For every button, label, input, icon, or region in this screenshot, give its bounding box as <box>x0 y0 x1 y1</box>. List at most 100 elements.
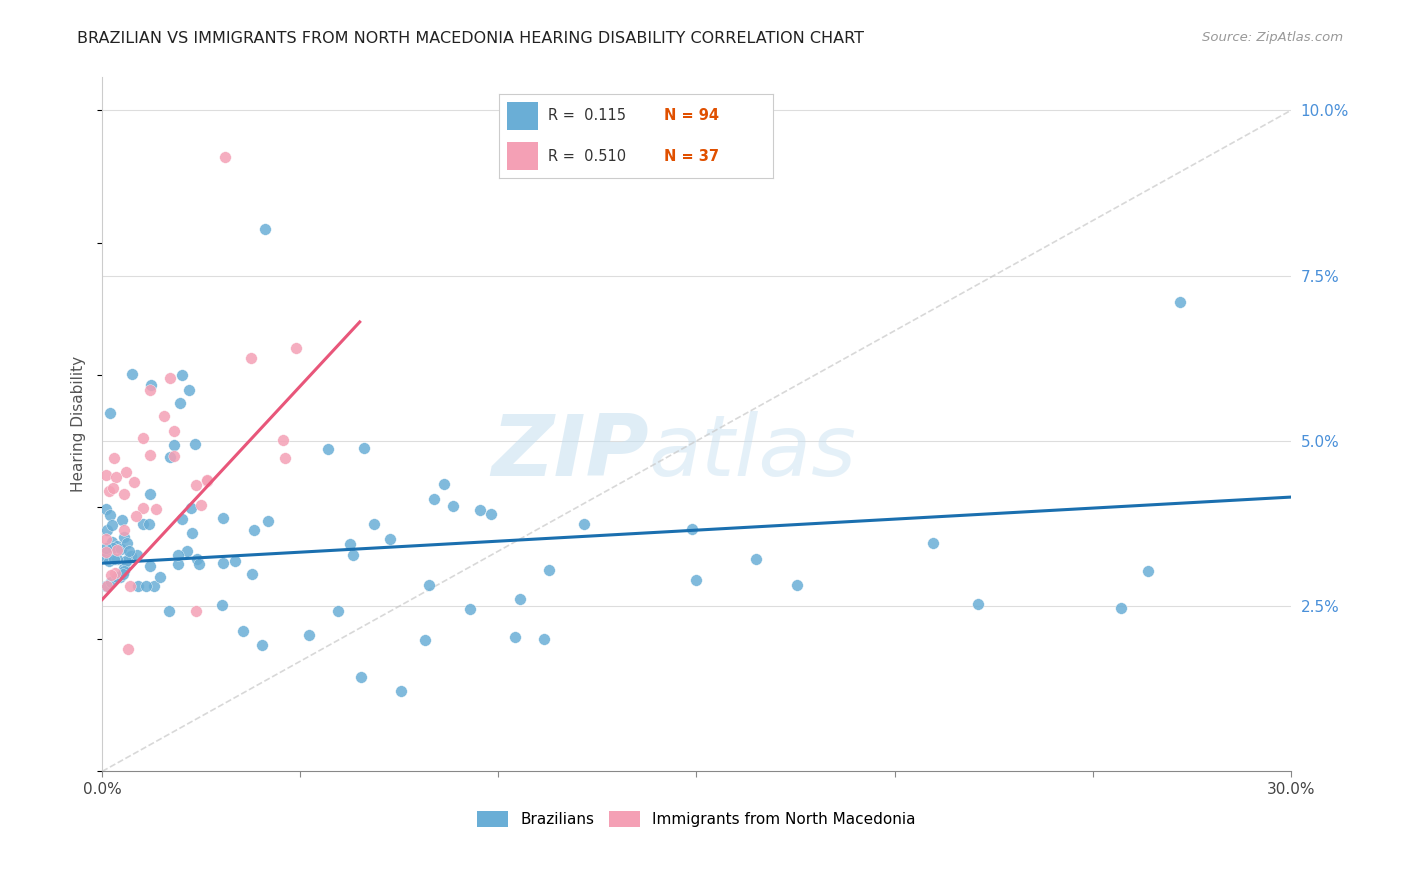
Point <box>110 570 132 584</box>
Point <box>533 632 555 646</box>
Point <box>212 556 235 570</box>
Point <box>190 498 212 512</box>
Point <box>685 573 707 587</box>
Point <box>195 473 218 487</box>
Point <box>284 341 307 355</box>
Point <box>744 552 766 566</box>
Point <box>169 395 191 409</box>
Point <box>479 507 502 521</box>
Point <box>786 578 808 592</box>
Point <box>212 511 235 525</box>
Point <box>110 541 132 556</box>
Point <box>127 548 149 562</box>
Point <box>188 558 211 572</box>
Point <box>98 508 121 523</box>
Point <box>127 579 149 593</box>
Point <box>172 368 194 383</box>
Point <box>1168 295 1191 310</box>
Point <box>105 570 128 584</box>
Point <box>111 512 134 526</box>
Point <box>509 591 531 606</box>
Point <box>413 633 436 648</box>
Point <box>167 557 190 571</box>
Point <box>418 578 440 592</box>
Point <box>105 543 128 558</box>
Bar <box>508 142 537 169</box>
Point <box>139 448 162 462</box>
Point <box>184 604 207 618</box>
Point <box>139 559 162 574</box>
Point <box>120 549 142 563</box>
Point <box>195 474 218 488</box>
Point <box>253 222 276 236</box>
Point <box>115 553 138 567</box>
Point <box>214 150 236 164</box>
Point <box>138 516 160 531</box>
Point <box>118 579 141 593</box>
Point <box>681 522 703 536</box>
Point <box>105 470 128 484</box>
Point <box>538 564 561 578</box>
Point <box>163 424 186 438</box>
Point <box>114 553 136 567</box>
Point <box>181 526 204 541</box>
Point <box>505 630 527 644</box>
Point <box>380 532 402 546</box>
Point <box>101 541 124 555</box>
Point <box>167 548 190 562</box>
Point <box>112 564 135 578</box>
Point <box>252 639 274 653</box>
Point <box>107 539 129 553</box>
Point <box>131 431 153 445</box>
Legend: Brazilians, Immigrants from North Macedonia: Brazilians, Immigrants from North Macedo… <box>471 805 922 833</box>
Point <box>176 544 198 558</box>
Point <box>316 442 339 457</box>
Point <box>145 502 167 516</box>
Point <box>243 524 266 538</box>
Point <box>96 545 118 559</box>
Point <box>139 383 162 397</box>
Point <box>163 449 186 463</box>
Point <box>101 481 124 495</box>
Point <box>115 465 138 479</box>
Text: N = 37: N = 37 <box>664 149 718 164</box>
Point <box>159 371 181 385</box>
Point <box>122 475 145 489</box>
Point <box>159 450 181 464</box>
Point <box>458 601 481 615</box>
Point <box>98 406 121 420</box>
Point <box>132 501 155 516</box>
Point <box>468 503 491 517</box>
Point <box>103 552 125 566</box>
Text: R =  0.510: R = 0.510 <box>548 149 627 164</box>
Point <box>112 487 135 501</box>
Point <box>96 541 118 556</box>
Point <box>271 433 294 447</box>
Text: BRAZILIAN VS IMMIGRANTS FROM NORTH MACEDONIA HEARING DISABILITY CORRELATION CHAR: BRAZILIAN VS IMMIGRANTS FROM NORTH MACED… <box>77 31 865 46</box>
Point <box>342 549 364 563</box>
Point <box>224 554 246 568</box>
Point <box>96 501 118 516</box>
Bar <box>508 103 537 130</box>
Y-axis label: Hearing Disability: Hearing Disability <box>72 356 86 492</box>
Point <box>118 544 141 558</box>
Point <box>967 597 990 611</box>
Point <box>274 450 297 465</box>
Point <box>112 561 135 575</box>
Point <box>105 552 128 566</box>
Text: ZIP: ZIP <box>491 410 650 493</box>
Point <box>389 683 412 698</box>
Point <box>433 477 456 491</box>
Point <box>139 487 162 501</box>
Point <box>100 574 122 589</box>
Point <box>135 579 157 593</box>
Point <box>170 512 193 526</box>
Point <box>239 351 262 366</box>
Point <box>328 604 350 618</box>
Point <box>1136 564 1159 578</box>
Point <box>142 579 165 593</box>
Point <box>441 500 464 514</box>
Point <box>1109 601 1132 615</box>
Text: atlas: atlas <box>650 410 856 493</box>
Point <box>96 532 118 546</box>
